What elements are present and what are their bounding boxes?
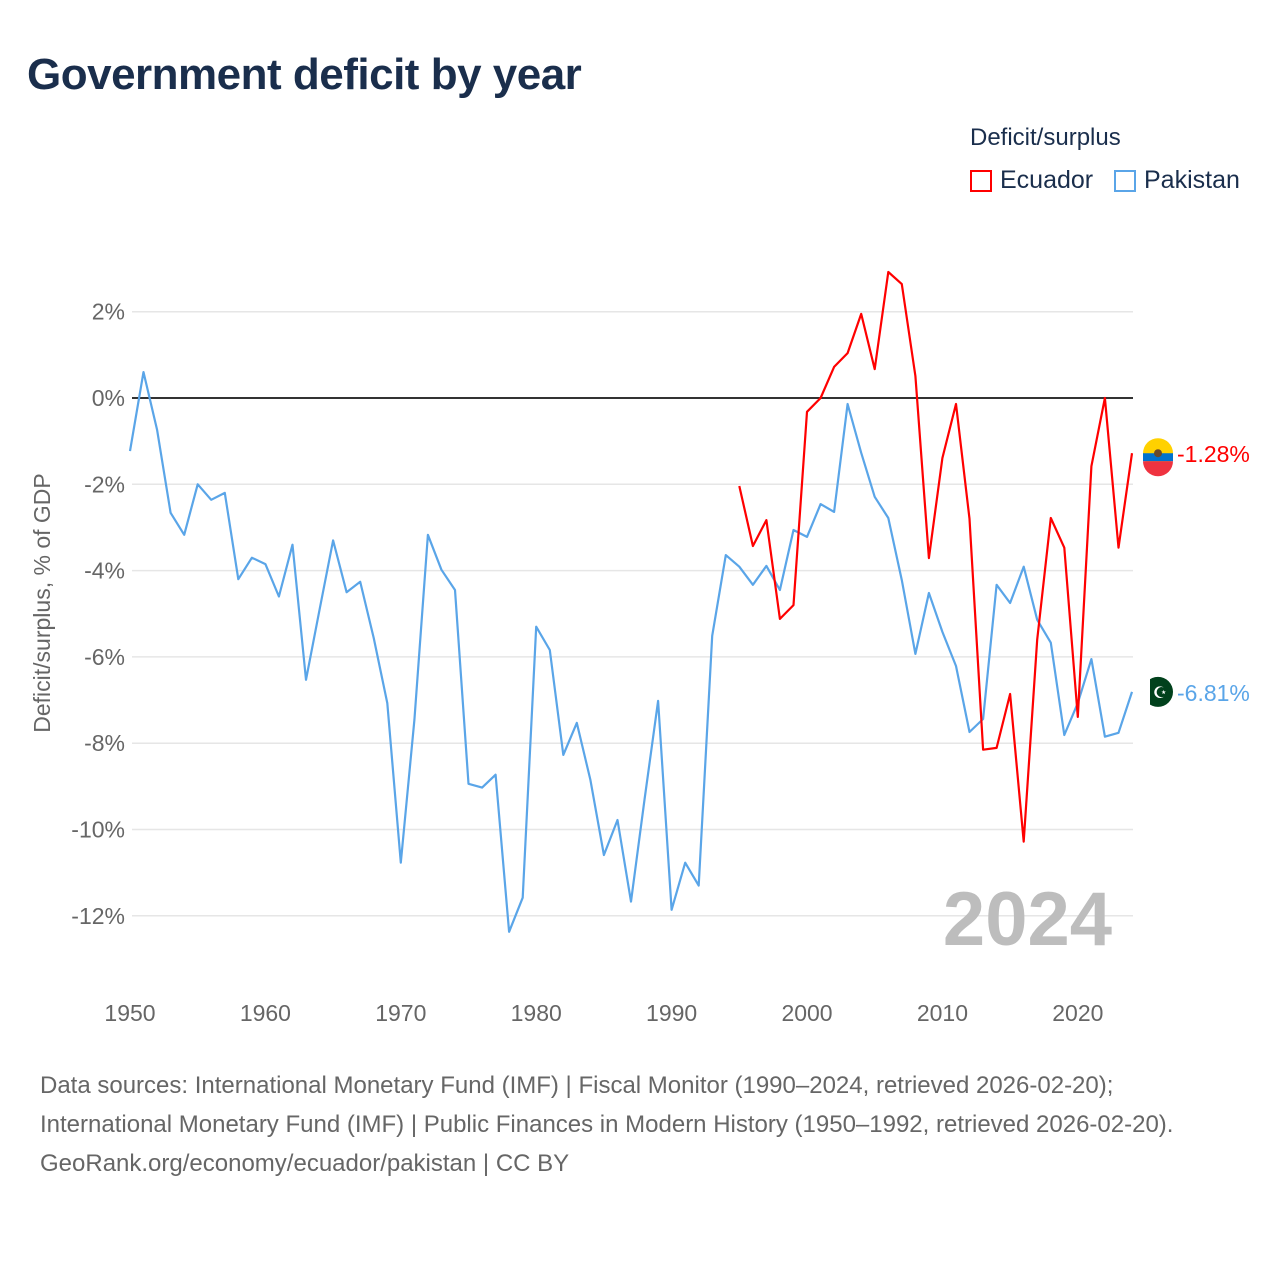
y-axis-label: Deficit/surplus, % of GDP: [29, 473, 55, 732]
ecuador-flag-emblem: [1154, 449, 1162, 458]
legend-swatch-pakistan: [1114, 169, 1136, 192]
y-tick-label: -6%: [84, 644, 125, 670]
y-tick-label: 0%: [92, 385, 125, 411]
x-tick-label: 1950: [104, 1000, 155, 1026]
x-tick-label: 2010: [917, 1000, 968, 1026]
x-tick-label: 1980: [511, 1000, 562, 1026]
credit-link[interactable]: GeoRank.org/economy/ecuador/pakistan | C…: [40, 1150, 570, 1177]
y-tick-label: -2%: [84, 471, 125, 497]
legend-label-pakistan: Pakistan: [1144, 166, 1240, 194]
y-tick-label: -4%: [84, 558, 125, 584]
y-tick-label: -8%: [84, 730, 125, 756]
end-label-pakistan: -6.81%: [1177, 680, 1250, 706]
x-tick-label: 1970: [375, 1000, 426, 1026]
pakistan-flag-crescent: ☪: [1153, 685, 1167, 702]
series-line-pakistan: [128, 371, 1134, 933]
footer: Data sources: International Monetary Fun…: [40, 1066, 1240, 1183]
end-label-ecuador: -1.28%: [1177, 441, 1250, 467]
x-tick-label: 1990: [646, 1000, 697, 1026]
legend-label-ecuador: Ecuador: [1000, 166, 1094, 194]
y-tick-label: 2%: [92, 299, 125, 325]
data-sources: Data sources: International Monetary Fun…: [40, 1072, 1174, 1138]
pakistan-flag-icon: [1143, 676, 1173, 707]
series-line-ecuador: [738, 270, 1134, 843]
x-tick-label: 1960: [240, 1000, 291, 1026]
year-watermark: 2024: [943, 877, 1112, 962]
legend-item-pakistan[interactable]: Pakistan: [1114, 166, 1240, 195]
x-tick-label: 2020: [1052, 1000, 1103, 1026]
y-tick-label: -12%: [71, 903, 125, 929]
legend-title: Deficit/surplus: [970, 124, 1121, 151]
pakistan-flag-white: [1143, 676, 1150, 707]
chart-title: Government deficit by year: [27, 50, 582, 99]
legend-swatch-ecuador: [970, 169, 992, 192]
legend-item-ecuador[interactable]: Ecuador: [970, 166, 1093, 195]
ecuador-flag-red: [1143, 461, 1174, 477]
y-tick-label: -10%: [71, 817, 125, 843]
x-tick-label: 2000: [781, 1000, 832, 1026]
